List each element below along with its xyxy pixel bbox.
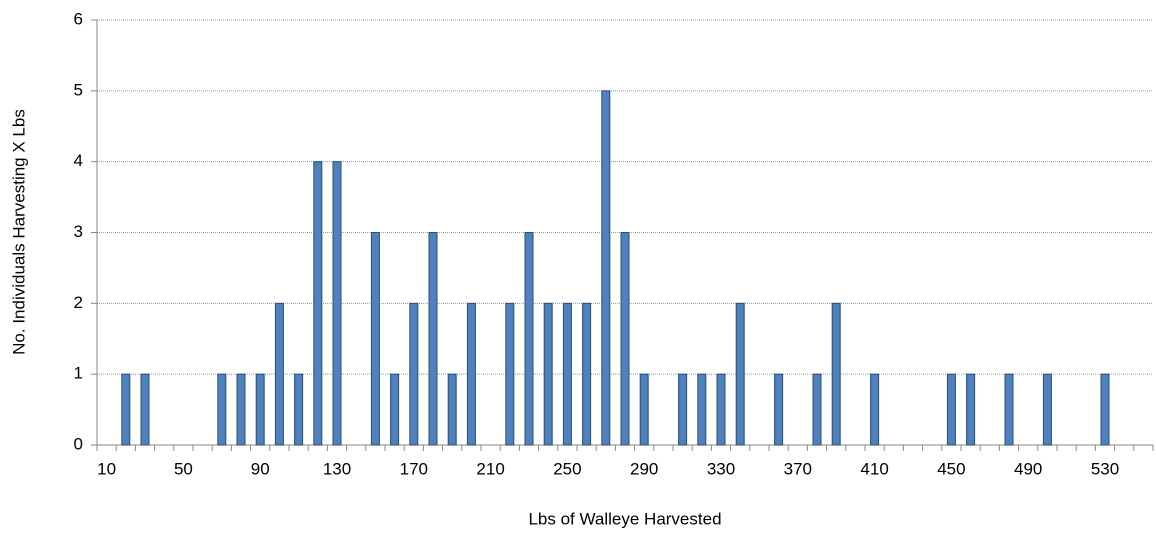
bar <box>697 373 707 446</box>
bar <box>370 232 380 446</box>
y-tick-label: 2 <box>74 293 83 312</box>
bar <box>966 373 976 446</box>
x-tick-label: 90 <box>251 459 270 478</box>
bar <box>1100 373 1110 446</box>
bar <box>236 373 246 446</box>
bar <box>217 373 227 446</box>
bar <box>543 302 553 446</box>
bar <box>812 373 822 446</box>
bar <box>428 232 438 446</box>
bar <box>274 302 284 446</box>
y-tick-label: 4 <box>74 151 83 170</box>
bar <box>716 373 726 446</box>
bar <box>946 373 956 446</box>
bar <box>121 373 131 446</box>
bar <box>505 302 515 446</box>
bar <box>447 373 457 446</box>
bar <box>678 373 688 446</box>
bar <box>620 232 630 446</box>
y-tick-label: 5 <box>74 80 83 99</box>
bar <box>294 373 304 446</box>
bar <box>390 373 400 446</box>
y-axis-title: No. Individuals Harvesting X Lbs <box>9 109 28 355</box>
x-tick-label: 290 <box>630 459 658 478</box>
bar <box>409 302 419 446</box>
bar <box>774 373 784 446</box>
bar <box>870 373 880 446</box>
y-tick-label: 1 <box>74 364 83 383</box>
bar <box>601 90 611 446</box>
x-tick-label: 50 <box>174 459 193 478</box>
x-tick-label: 170 <box>400 459 428 478</box>
bar <box>524 232 534 446</box>
bar <box>639 373 649 446</box>
bar <box>140 373 150 446</box>
bar <box>1042 373 1052 446</box>
y-tick-label: 6 <box>74 9 83 28</box>
x-tick-label: 130 <box>323 459 351 478</box>
x-tick-label: 330 <box>707 459 735 478</box>
bar <box>1004 373 1014 446</box>
x-tick-label: 530 <box>1091 459 1119 478</box>
x-tick-label: 450 <box>937 459 965 478</box>
y-tick-label: 0 <box>74 434 83 453</box>
bar <box>255 373 265 446</box>
bar <box>332 161 342 446</box>
bar <box>313 161 323 446</box>
y-tick-label: 3 <box>74 222 83 241</box>
bar <box>735 302 745 446</box>
x-tick-label: 250 <box>553 459 581 478</box>
bar <box>562 302 572 446</box>
x-tick-label: 210 <box>476 459 504 478</box>
x-tick-label: 410 <box>860 459 888 478</box>
x-axis-title: Lbs of Walleye Harvested <box>528 509 721 528</box>
x-tick-label: 490 <box>1014 459 1042 478</box>
bar <box>466 302 476 446</box>
x-tick-label: 10 <box>97 459 116 478</box>
bar <box>831 302 841 446</box>
bar <box>582 302 592 446</box>
x-tick-label: 370 <box>784 459 812 478</box>
